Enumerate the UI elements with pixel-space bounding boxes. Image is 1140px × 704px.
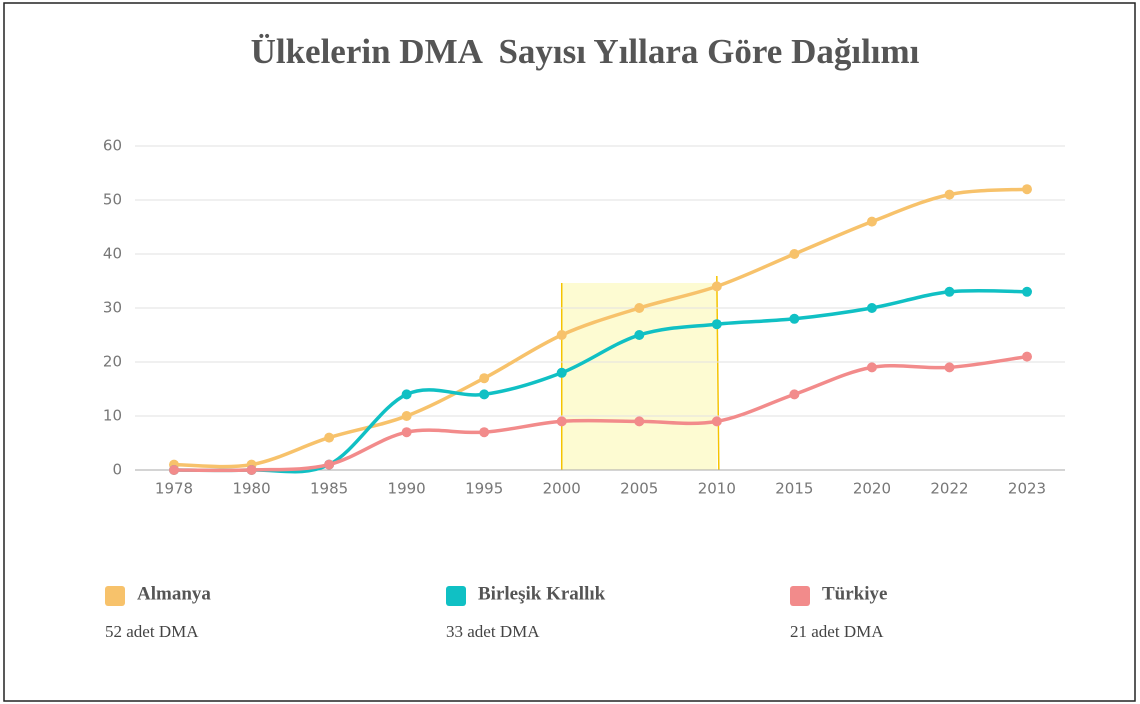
data-point [556, 330, 567, 340]
highlight-band [561, 283, 717, 470]
x-tick-label: 2010 [698, 480, 736, 498]
y-tick-label: 20 [103, 353, 122, 371]
data-point [789, 249, 800, 259]
x-tick-label: 2020 [853, 480, 891, 498]
data-point [1022, 184, 1032, 195]
data-point [479, 427, 490, 438]
y-tick-label: 10 [103, 407, 122, 425]
legend-note: 21 adet DMA [790, 622, 884, 641]
data-point [944, 286, 955, 297]
legend-label: Türkiye [822, 583, 887, 604]
data-point [401, 389, 412, 400]
x-tick-label: 1990 [388, 480, 426, 498]
data-point [634, 303, 645, 313]
data-point [789, 313, 800, 324]
data-point [789, 389, 800, 400]
x-tick-label: 2023 [1008, 480, 1046, 498]
legend-note: 52 adet DMA [105, 622, 199, 641]
data-point [944, 362, 955, 373]
data-point [401, 427, 412, 438]
data-point [711, 319, 722, 330]
data-point [479, 373, 490, 384]
data-point [866, 362, 877, 373]
legend-label: Almanya [137, 583, 211, 604]
x-tick-label: 1985 [310, 480, 348, 498]
data-point [324, 459, 335, 470]
y-tick-label: 60 [103, 137, 122, 155]
legend-label: Birleşik Krallık [478, 583, 606, 604]
y-tick-label: 30 [103, 299, 122, 317]
data-point [634, 416, 645, 427]
x-tick-label: 2005 [620, 480, 658, 498]
x-tick-label: 2022 [930, 480, 968, 498]
data-point [1022, 286, 1032, 297]
legend-swatch [790, 586, 810, 606]
data-point [401, 411, 412, 421]
y-tick-label: 50 [103, 191, 122, 209]
data-point [479, 389, 490, 400]
legend-swatch [105, 586, 125, 606]
data-point [866, 303, 877, 313]
x-tick-label: 2015 [775, 480, 813, 498]
series-line [173, 187, 1028, 469]
y-tick-label: 40 [103, 245, 122, 263]
data-point [634, 330, 645, 340]
data-point [324, 432, 335, 443]
data-point [711, 281, 722, 292]
x-tick-label: 1980 [232, 480, 270, 498]
data-point [711, 416, 722, 427]
data-point [169, 465, 179, 475]
legend-note: 33 adet DMA [446, 622, 540, 641]
chart-title: Ülkelerin DMA Sayısı Yıllara Göre Dağılı… [251, 32, 920, 71]
legend-swatch [446, 586, 466, 606]
x-tick-label: 1995 [465, 480, 503, 498]
data-point [944, 189, 955, 200]
data-point [866, 216, 877, 227]
x-tick-label: 2000 [543, 480, 581, 498]
data-point [1022, 351, 1032, 362]
data-point [556, 367, 567, 378]
data-point [556, 416, 567, 427]
x-tick-label: 1978 [155, 480, 193, 498]
data-point [246, 465, 257, 475]
y-tick-label: 0 [112, 461, 122, 479]
